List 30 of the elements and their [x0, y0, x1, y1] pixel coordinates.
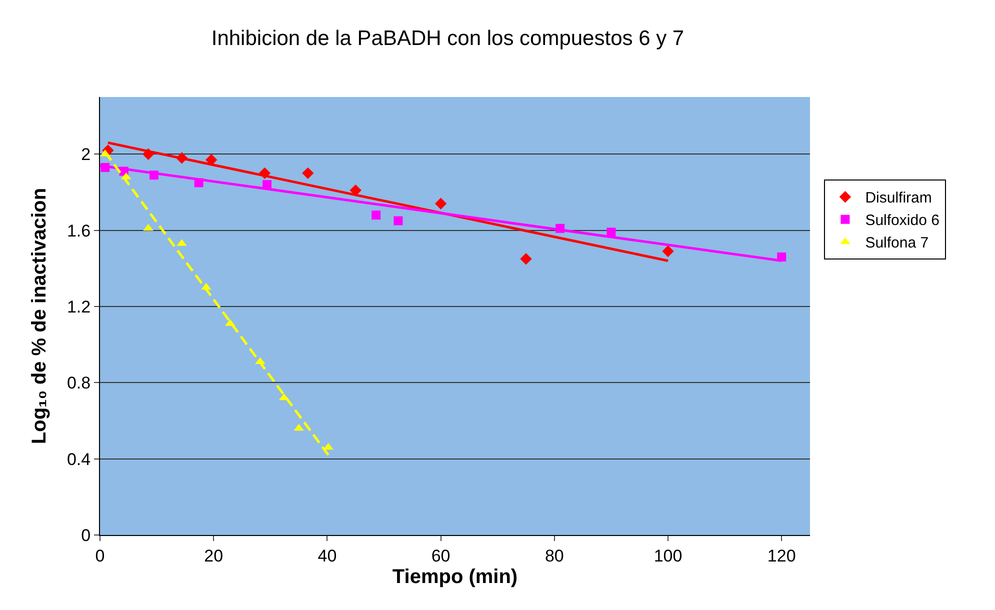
point	[143, 224, 154, 231]
legend-label: Sulfoxido 6	[865, 212, 940, 230]
x-tick-label: 20	[204, 546, 224, 566]
point	[606, 228, 616, 237]
x-tick-label: 100	[654, 546, 682, 566]
x-tick-label: 80	[544, 546, 564, 566]
point	[350, 184, 362, 196]
x-tick-label: 40	[318, 546, 337, 566]
y-tick-label: 0.8	[66, 374, 91, 393]
y-tick-label: 1.2	[66, 297, 91, 316]
y-tick-label: 2	[81, 145, 91, 164]
point	[372, 210, 381, 220]
point	[434, 198, 447, 210]
x-axis-title: Tiempo (min)	[392, 566, 518, 588]
y-axis-title: Log₁₀ de % de inactivacion	[28, 188, 50, 444]
y-tick-label: 1.6	[66, 221, 91, 240]
point	[662, 245, 674, 258]
point	[302, 167, 314, 180]
y-tick-label: 0	[81, 526, 91, 545]
y-tick-label: 0.4	[66, 450, 91, 469]
legend-label: Sulfona 7	[865, 234, 929, 252]
x-tick-label: 120	[767, 546, 796, 566]
x-tick-label: 0	[95, 546, 105, 566]
point	[205, 154, 218, 166]
x-tick-label: 60	[431, 546, 450, 566]
point	[294, 424, 304, 431]
point	[394, 216, 403, 226]
point	[520, 253, 532, 265]
chart-title: Inhibicion de la PaBADH con los compuestos 6 y 7	[211, 27, 684, 50]
legend-label: Disulfiram	[865, 190, 932, 207]
